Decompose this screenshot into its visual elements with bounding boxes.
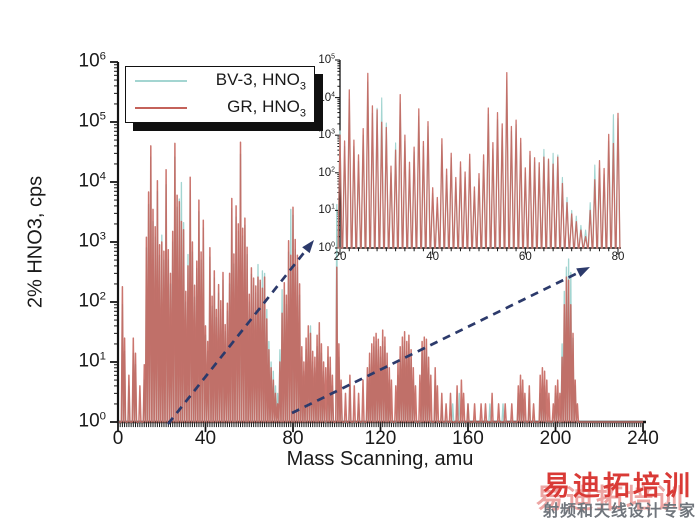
legend-item-bv3: BV-3, HNO3 [126, 70, 314, 93]
legend-label-gr: GR, HNO3 [227, 96, 306, 119]
main-x-tick-label: 160 [452, 428, 484, 449]
ins-y-tick-label: 101 [318, 203, 335, 217]
ins-y-tick-label: 100 [318, 241, 335, 255]
x-axis-title: Mass Scanning, amu [286, 448, 474, 470]
main-x-tick-label: 0 [112, 428, 124, 449]
ins-y-tick-label: 102 [318, 166, 335, 179]
watermark-brand: 易迪拓培训 [543, 471, 693, 501]
ins-x-tick-label: 20 [333, 251, 347, 263]
main-x-tick-label: 120 [364, 428, 397, 449]
zoom-arrowhead-2 [576, 267, 590, 278]
ins-x-tick-label: 40 [426, 251, 440, 263]
main-y-tick-label: 104 [78, 170, 106, 192]
series-gr-ins [337, 72, 621, 249]
watermark-brand-echo: 易迪拓培训 [536, 484, 686, 514]
ins-y-tick-label: 103 [318, 128, 335, 142]
main-y-tick-label: 101 [78, 350, 106, 372]
ins-x-tick-label: 60 [518, 251, 532, 263]
legend: BV-3, HNO3 GR, HNO3 [125, 66, 315, 123]
main-y-tick-label: 105 [78, 110, 106, 132]
zoom-arrowhead-1 [302, 240, 314, 254]
main-x-tick-label: 40 [194, 428, 217, 449]
main-x-tick-label: 200 [539, 428, 572, 449]
ins-x-tick-label: 80 [611, 251, 625, 263]
ins-y-tick-label: 104 [318, 90, 335, 104]
legend-line-sample-bv3 [135, 80, 187, 83]
main-x-tick-label: 240 [627, 428, 659, 449]
watermark: 易迪拓培训 射频和天线设计专家 易迪拓培训 [536, 464, 700, 524]
main-y-tick-label: 100 [78, 410, 106, 432]
series-gr-main [118, 141, 643, 423]
ins-y-tick-label: 105 [318, 53, 335, 67]
y-axis-title: 2% HNO3, cps [24, 175, 47, 309]
legend-label-bv3: BV-3, HNO3 [215, 70, 306, 93]
main-y-tick-label: 102 [78, 290, 106, 312]
zoom-arrow-1 [166, 246, 309, 425]
zoom-arrow-2 [291, 270, 582, 415]
main-x-tick-label: 80 [282, 428, 304, 449]
legend-item-gr: GR, HNO3 [126, 97, 314, 119]
main-y-tick-label: 103 [78, 230, 106, 252]
legend-line-sample-gr [135, 106, 187, 109]
watermark-tagline: 射频和天线设计专家 [543, 503, 697, 520]
main-y-tick-label: 106 [78, 50, 106, 72]
